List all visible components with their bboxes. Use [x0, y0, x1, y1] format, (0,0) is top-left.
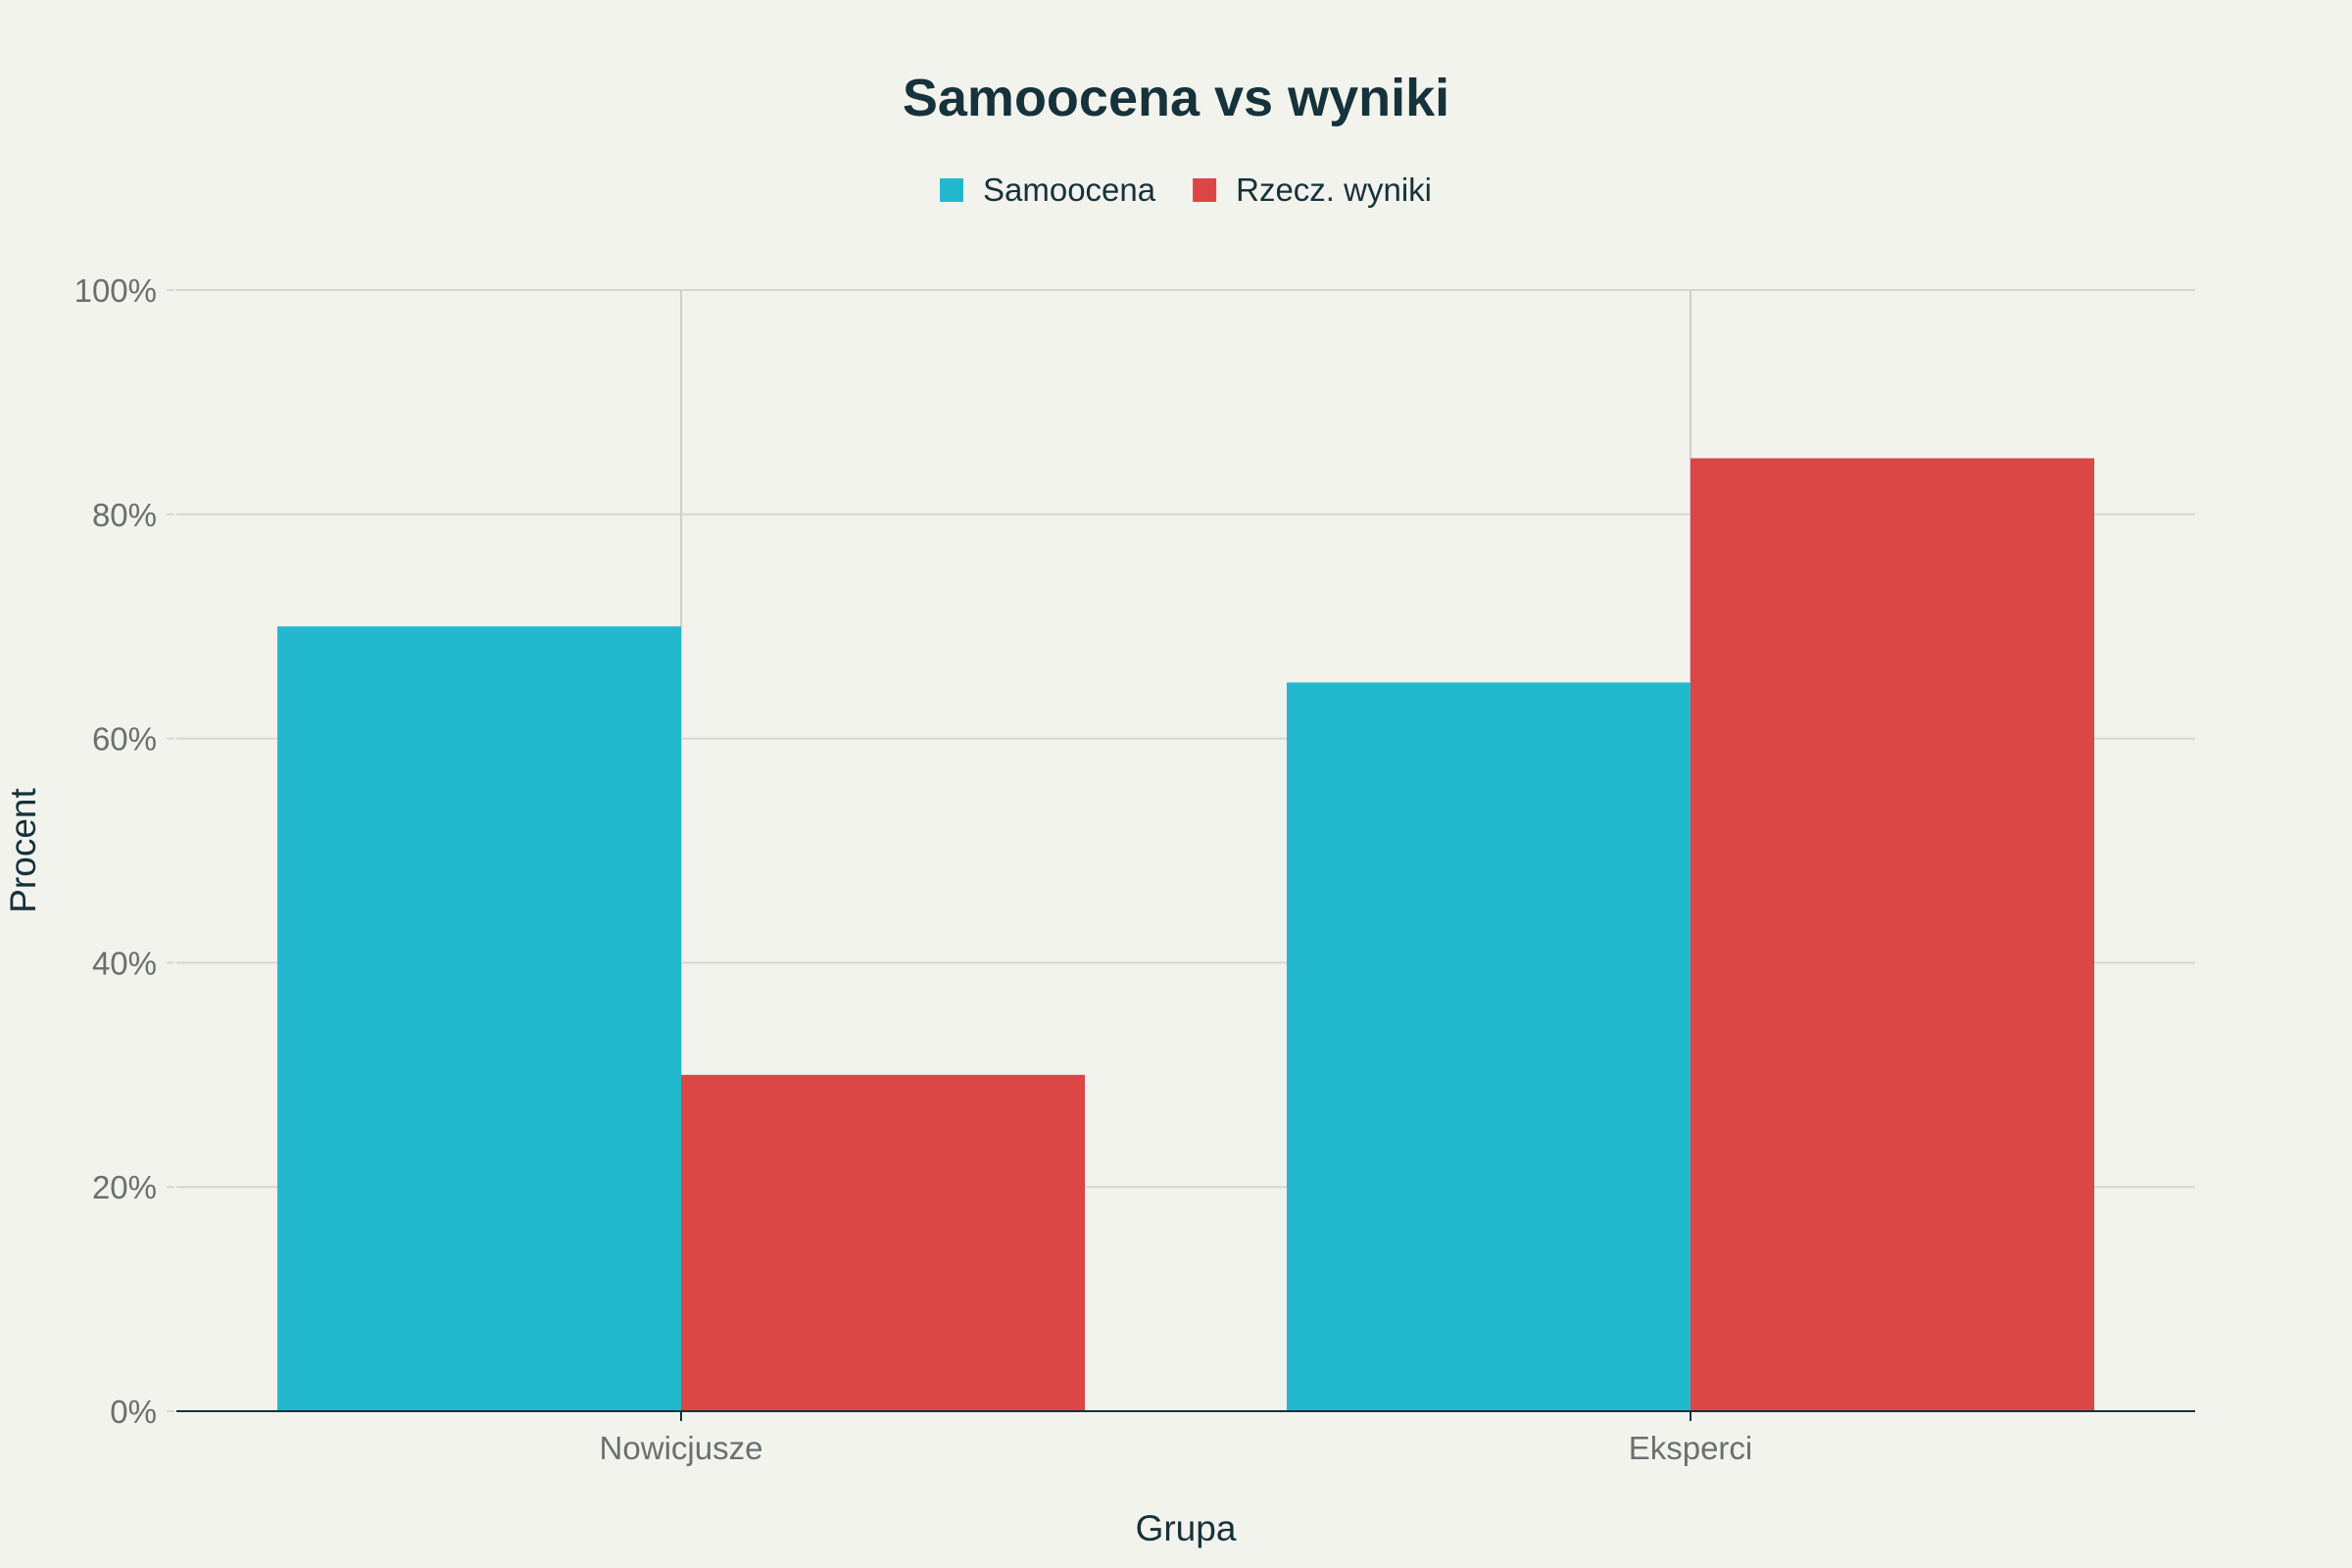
y-axis-ticks: 0% 20% 40% 60% 80% 100%	[74, 272, 174, 1430]
x-tick-label: Nowicjusze	[600, 1430, 763, 1466]
x-axis-title: Grupa	[1136, 1508, 1237, 1548]
bar-rzecz-wyniki-eksperci	[1690, 458, 2094, 1412]
y-tick-label: 80%	[92, 497, 157, 533]
bar-samoocena-eksperci	[1287, 682, 1690, 1411]
legend-label: Samoocena	[983, 172, 1156, 208]
y-tick-label: 40%	[92, 945, 157, 981]
y-tick-label: 0%	[110, 1394, 157, 1430]
y-tick-label: 20%	[92, 1169, 157, 1205]
bars	[277, 458, 2094, 1412]
y-axis-title: Procent	[3, 788, 43, 913]
x-tick-label: Eksperci	[1629, 1430, 1753, 1466]
bar-rzecz-wyniki-nowicjusze	[681, 1074, 1085, 1411]
y-tick-label: 60%	[92, 721, 157, 758]
legend: Samoocena Rzecz. wyniki	[940, 172, 1432, 208]
chart-title: Samoocena vs wyniki	[903, 69, 1449, 127]
bar-samoocena-nowicjusze	[277, 626, 681, 1411]
x-axis-ticks: Nowicjusze Eksperci	[600, 1411, 1753, 1466]
legend-swatch	[940, 178, 963, 202]
legend-label: Rzecz. wyniki	[1236, 172, 1432, 208]
y-tick-label: 100%	[74, 272, 157, 309]
legend-swatch	[1193, 178, 1217, 202]
